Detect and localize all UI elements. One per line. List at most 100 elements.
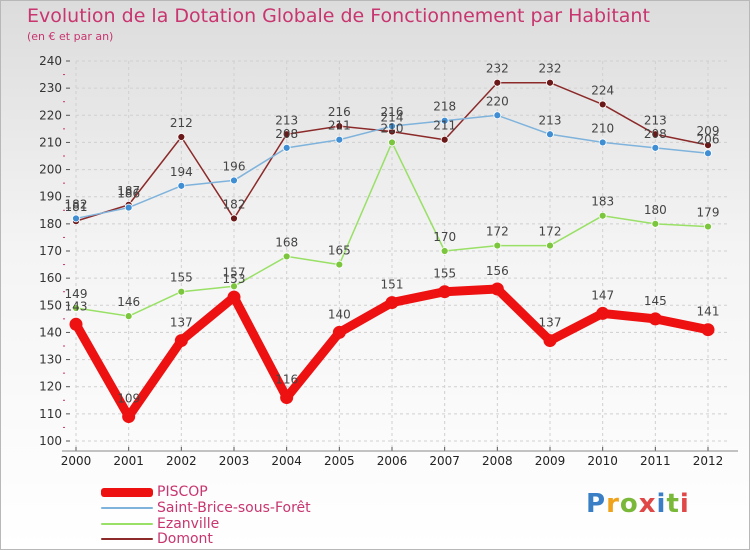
series-1-data-label: 147 xyxy=(591,288,614,302)
x-tick-label: 2006 xyxy=(377,454,408,468)
series-3-point xyxy=(440,247,449,255)
series-4-point xyxy=(230,214,238,223)
y-tick-label: 140 xyxy=(39,325,62,339)
series-3-point xyxy=(282,252,291,261)
series-2-data-label: 220 xyxy=(486,94,509,108)
series-1-data-label: 155 xyxy=(433,267,456,281)
series-3-point xyxy=(230,282,238,291)
legend-swatch xyxy=(101,523,153,525)
series-4-point xyxy=(493,78,502,87)
series-2-point xyxy=(177,181,186,190)
series-3-data-label: 157 xyxy=(223,265,246,279)
series-1-point xyxy=(490,282,504,296)
series-1-point xyxy=(174,334,188,348)
series-3-data-label: 179 xyxy=(697,206,720,220)
series-1-point xyxy=(701,323,715,337)
y-tick-label: 190 xyxy=(39,190,62,204)
series-4-point xyxy=(335,122,344,131)
logo-letter: i xyxy=(656,489,667,519)
series-1-point xyxy=(227,290,241,304)
series-3-point xyxy=(493,241,502,250)
series-3-data-label: 172 xyxy=(486,225,509,239)
series-2-data-label: 213 xyxy=(539,113,562,127)
x-tick-label: 2010 xyxy=(587,454,618,468)
series-4-point xyxy=(651,130,660,139)
series-2-point xyxy=(598,138,607,147)
series-3-data-label: 168 xyxy=(275,235,298,249)
x-tick-label: 2003 xyxy=(219,454,250,468)
y-tick-label: 100 xyxy=(39,434,62,448)
series-3-point xyxy=(651,219,660,228)
logo-letter: i xyxy=(679,489,690,519)
y-tick-label: 230 xyxy=(39,81,62,95)
chart-subtitle: (en € et par an) xyxy=(27,30,114,43)
x-tick-label: 2000 xyxy=(61,454,92,468)
series-1-data-label: 153 xyxy=(223,272,246,286)
series-1-data-label: 156 xyxy=(486,264,509,278)
proxiti-logo: Proxiti xyxy=(586,489,690,519)
x-tick-label: 2004 xyxy=(271,454,302,468)
series-4-data-label: 212 xyxy=(170,116,193,130)
series-1-point xyxy=(543,334,557,348)
series-1-data-label: 145 xyxy=(644,294,667,308)
series-4-point xyxy=(704,141,712,150)
series-2-point xyxy=(440,116,449,125)
series-2-data-label: 186 xyxy=(117,187,140,201)
series-4-data-label: 214 xyxy=(381,111,404,125)
series-2-point xyxy=(651,143,660,152)
series-2-point xyxy=(388,122,396,131)
series-1-data-label: 137 xyxy=(539,316,562,330)
series-4-data-label: 213 xyxy=(275,113,298,127)
series-2-data-label: 211 xyxy=(328,119,351,133)
series-1-point xyxy=(596,306,610,320)
series-1-point xyxy=(648,312,662,326)
series-3-point xyxy=(177,287,186,296)
series-2-data-label: 196 xyxy=(223,159,246,173)
legend-label: Ezanville xyxy=(157,516,220,532)
series-2-data-label: 218 xyxy=(433,100,456,114)
y-tick-label: 220 xyxy=(39,108,62,122)
legend-item-2: Saint-Brice-sous-Forêt xyxy=(101,500,311,516)
series-3-data-label: 183 xyxy=(591,195,614,209)
series-3-data-label: 149 xyxy=(65,287,88,301)
series-1-point xyxy=(385,296,399,310)
series-4-data-label: 209 xyxy=(697,124,720,138)
series-2-point xyxy=(704,149,712,158)
y-tick-label: 170 xyxy=(39,244,62,258)
x-tick-label: 2005 xyxy=(324,454,355,468)
series-3-data-label: 165 xyxy=(328,244,351,258)
x-tick-label: 2009 xyxy=(535,454,566,468)
legend-label: Saint-Brice-sous-Forêt xyxy=(157,500,311,516)
series-4-point xyxy=(440,135,449,144)
series-3-point xyxy=(704,222,712,231)
series-1-point xyxy=(332,325,346,339)
series-2-data-label: 182 xyxy=(65,197,88,211)
series-2-point xyxy=(124,203,133,212)
series-4-data-label: 224 xyxy=(591,83,614,97)
series-3-data-label: 155 xyxy=(170,271,193,285)
series-1-point xyxy=(280,391,294,405)
legend-item-1: PISCOP xyxy=(101,484,208,500)
logo-letter: o xyxy=(619,489,639,519)
series-1-point xyxy=(69,317,83,331)
series-3-data-label: 210 xyxy=(381,121,404,135)
legend-label: PISCOP xyxy=(157,484,208,500)
series-3-point xyxy=(388,138,396,147)
series-4-data-label: 213 xyxy=(644,113,667,127)
series-1-point xyxy=(438,285,452,299)
series-2-data-label: 208 xyxy=(644,127,667,141)
series-3-data-label: 170 xyxy=(433,230,456,244)
series-2-data-label: 208 xyxy=(275,127,298,141)
series-3-point xyxy=(72,304,80,312)
logo-letter: P xyxy=(586,489,607,519)
series-3-data-label: 180 xyxy=(644,203,667,217)
series-2-point xyxy=(230,176,238,185)
y-tick-label: 110 xyxy=(39,407,62,421)
series-4-data-label: 232 xyxy=(539,62,562,76)
series-2-data-label: 210 xyxy=(591,121,614,135)
series-1-data-label: 116 xyxy=(275,373,298,387)
series-2-point xyxy=(335,135,344,144)
